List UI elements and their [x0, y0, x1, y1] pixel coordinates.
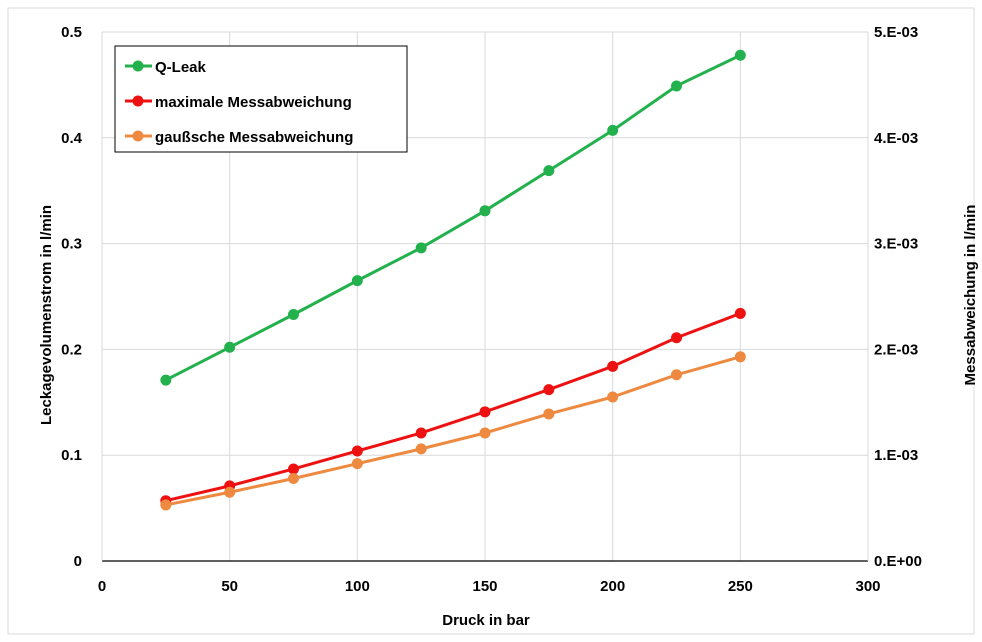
data-point [671, 369, 682, 381]
legend-marker-maximale-messabweichung [132, 95, 144, 107]
legend-box [114, 45, 408, 153]
data-point [224, 341, 236, 353]
data-point [351, 275, 363, 287]
data-point [415, 242, 427, 254]
data-point [160, 374, 172, 386]
x-tick-label: 100 [345, 578, 370, 595]
data-point [415, 443, 427, 455]
data-point [224, 486, 236, 498]
x-tick-label: 50 [221, 578, 238, 595]
series-maximale-messabweichung [160, 307, 746, 507]
y-tick-label: 0.1 [61, 447, 82, 464]
legend: Q-Leak maximale Messabweichung gaußsche … [114, 45, 408, 153]
y2-axis-title: Messabweichung in l/min [962, 205, 979, 386]
series-q-leak [160, 49, 746, 386]
legend-label-gaussche-messabweichung: gaußsche Messabweichung [155, 129, 353, 146]
series-line [165, 355, 741, 507]
y-tick-label: 0.3 [61, 236, 82, 253]
data-point [479, 205, 491, 217]
y2-tick-label: 1.E-03 [874, 447, 918, 464]
data-point [288, 308, 299, 320]
legend-markers [125, 60, 152, 142]
data-point [543, 384, 555, 396]
data-point [479, 427, 491, 439]
x-axis-title: Druck in bar [442, 612, 530, 629]
y-tick-label: 0.4 [61, 130, 83, 147]
series-line [165, 53, 741, 382]
x-tick-label: 200 [600, 578, 625, 595]
data-point [288, 472, 299, 484]
legend-label-maximale-messabweichung: maximale Messabweichung [155, 94, 352, 111]
data-point [415, 427, 427, 439]
y-tick-label: 0.2 [61, 341, 82, 358]
series-line [165, 312, 741, 503]
data-point [607, 124, 619, 136]
y2-tick-label: 3.E-03 [874, 236, 918, 253]
series-gausssche-messabweichung [160, 351, 746, 511]
axes [101, 32, 869, 562]
x-tick-label: 0 [98, 578, 106, 595]
data-point [607, 360, 619, 372]
y-axis-title: Leckagevolumenstrom in l/min [38, 205, 55, 425]
x-tick-label: 250 [728, 578, 753, 595]
data-point [734, 307, 746, 319]
data-point [351, 458, 363, 470]
data-point [479, 406, 491, 418]
data-point [543, 165, 555, 177]
data-point [543, 408, 555, 420]
tick-labels: 0 50 100 150 200 250 300 0 0.1 0.2 0.3 0.4 0.5 0.E+00… [61, 24, 922, 595]
x-tick-label: 300 [855, 578, 880, 595]
data-point [671, 332, 682, 344]
y2-tick-label: 4.E-03 [874, 130, 918, 147]
legend-marker-q-leak [132, 60, 144, 72]
data-point [671, 80, 682, 92]
y2-tick-label: 0.E+00 [874, 553, 922, 570]
y2-tick-label: 2.E-03 [874, 341, 918, 358]
y2-tick-label: 5.E-03 [874, 24, 918, 41]
data-point [734, 49, 746, 61]
y-tick-label: 0 [74, 553, 82, 570]
legend-marker-gausssche-messabweichung [132, 130, 144, 142]
data-point [607, 391, 619, 403]
data-point [734, 351, 746, 363]
data-point [351, 445, 363, 457]
data-point [288, 463, 299, 475]
series-layer [160, 49, 746, 511]
x-tick-label: 150 [472, 578, 497, 595]
legend-label-q-leak: Q-Leak [155, 59, 207, 76]
y-tick-label: 0.5 [61, 24, 82, 41]
data-point [160, 499, 172, 511]
